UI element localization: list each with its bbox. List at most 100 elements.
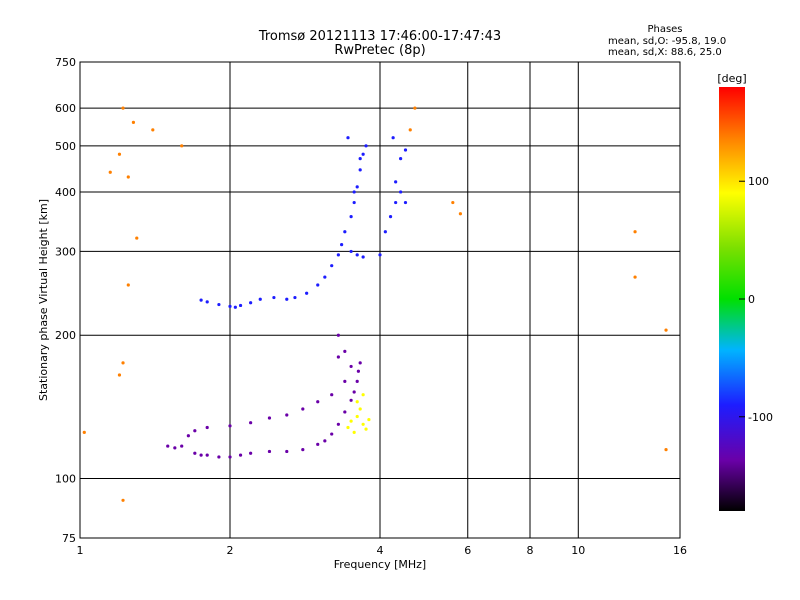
- data-point: [121, 361, 125, 365]
- data-point: [166, 444, 170, 448]
- phases-stat-o: mean, sd,O: -95.8, 19.0: [608, 36, 726, 47]
- data-point: [82, 430, 86, 434]
- data-point: [316, 442, 320, 446]
- data-point: [664, 448, 668, 452]
- data-point: [135, 236, 139, 240]
- data-point: [117, 152, 122, 156]
- data-point: [121, 498, 125, 502]
- data-point: [451, 200, 455, 205]
- phases-stat-x: mean, sd,X: 88.6, 25.0: [608, 47, 722, 58]
- data-point: [356, 369, 360, 373]
- data-point: [217, 455, 221, 459]
- data-point: [193, 429, 197, 433]
- data-points: [82, 106, 668, 502]
- data-point: [664, 328, 668, 332]
- data-point: [388, 215, 393, 219]
- data-point: [228, 424, 232, 428]
- data-point: [361, 152, 365, 156]
- data-point: [330, 432, 334, 436]
- data-point: [383, 230, 387, 234]
- data-point: [358, 157, 362, 161]
- data-point: [180, 144, 184, 148]
- y-tick-label: 500: [55, 140, 76, 153]
- colorbar-tick-label: -100: [748, 411, 773, 424]
- data-point: [249, 301, 253, 305]
- data-point: [343, 230, 347, 234]
- data-point: [126, 283, 130, 287]
- data-point: [205, 300, 209, 304]
- data-point: [358, 407, 362, 411]
- data-point: [391, 136, 395, 140]
- data-point: [378, 253, 382, 257]
- data-point: [349, 249, 353, 254]
- data-point: [117, 373, 122, 377]
- data-point: [361, 255, 365, 259]
- x-tick-label: 2: [227, 544, 234, 557]
- y-tick-label: 100: [55, 473, 76, 486]
- data-point: [399, 190, 403, 194]
- data-point: [352, 190, 356, 194]
- data-point: [403, 200, 408, 205]
- colorbar-tick-label: 100: [748, 175, 769, 188]
- y-ticks: 75 100 200 300 400 500 600 750: [55, 56, 76, 545]
- data-point: [285, 413, 289, 417]
- y-tick-label: 600: [55, 102, 76, 115]
- data-point: [355, 400, 359, 404]
- x-tick-label: 4: [377, 544, 384, 557]
- x-tick-label: 8: [527, 544, 534, 557]
- data-point: [403, 148, 408, 152]
- data-point: [323, 439, 327, 443]
- x-tick-label: 16: [673, 544, 687, 557]
- x-axis-label: Frequency [MHz]: [334, 558, 426, 571]
- data-point: [249, 451, 253, 455]
- y-tick-label: 400: [55, 186, 76, 199]
- colorbar-tick-label: 0: [748, 293, 755, 306]
- data-point: [249, 421, 253, 425]
- data-point: [316, 400, 320, 404]
- data-point: [340, 243, 344, 247]
- data-point: [349, 215, 353, 219]
- data-point: [199, 453, 203, 457]
- data-point: [343, 379, 347, 383]
- grid-lines: [80, 62, 680, 538]
- data-point: [633, 275, 637, 279]
- x-ticks: 1 2 4 6 8 10 16: [77, 544, 688, 557]
- data-point: [364, 144, 368, 148]
- data-point: [346, 136, 350, 140]
- data-point: [121, 106, 125, 110]
- data-point: [336, 355, 340, 359]
- y-axis-label: Stationary phase Virtual Height [km]: [37, 199, 50, 401]
- data-point: [199, 298, 203, 302]
- data-point: [364, 427, 368, 431]
- data-point: [352, 390, 356, 394]
- data-point: [205, 425, 209, 430]
- y-tick-label: 750: [55, 56, 76, 69]
- data-point: [301, 407, 305, 411]
- chart-subtitle: RwPretec (8p): [334, 43, 425, 58]
- x-tick-label: 10: [571, 544, 585, 557]
- x-tick-label: 6: [464, 544, 471, 557]
- x-tick-label: 1: [77, 544, 84, 557]
- colorbar-ticks: 100 0 -100: [739, 175, 773, 424]
- data-point: [205, 453, 209, 457]
- data-point: [361, 393, 365, 397]
- data-point: [217, 302, 221, 307]
- data-point: [131, 120, 136, 124]
- data-point: [228, 455, 232, 459]
- data-point: [349, 364, 353, 369]
- y-tick-label: 200: [55, 329, 76, 342]
- data-point: [358, 168, 362, 172]
- data-point: [272, 295, 276, 300]
- data-point: [267, 416, 272, 420]
- data-point: [343, 349, 347, 353]
- data-point: [343, 410, 347, 414]
- data-point: [352, 200, 356, 205]
- data-point: [336, 253, 340, 257]
- data-point: [408, 128, 412, 132]
- data-point: [633, 230, 637, 234]
- data-point: [151, 128, 155, 132]
- data-point: [349, 419, 353, 423]
- data-point: [394, 200, 398, 205]
- data-point: [233, 305, 237, 309]
